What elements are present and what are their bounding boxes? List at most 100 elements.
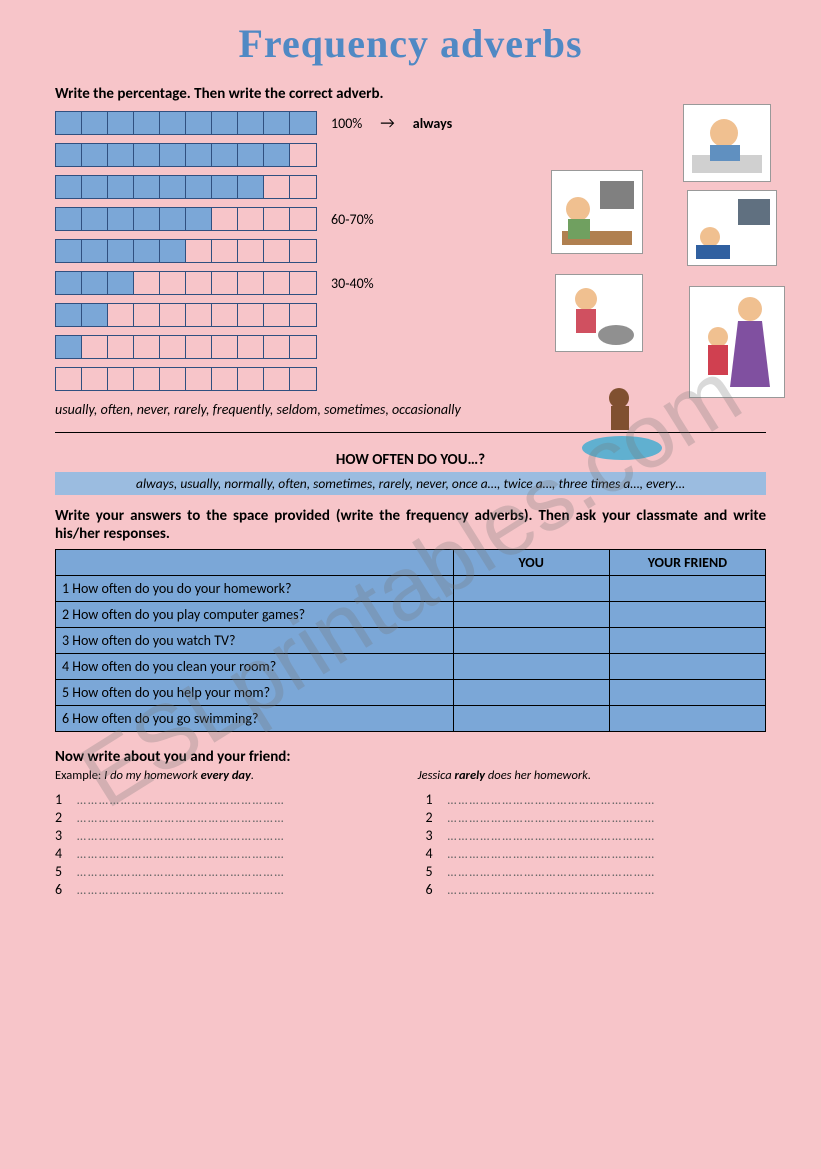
bar-cell xyxy=(56,208,82,230)
bar-cell xyxy=(108,208,134,230)
bar-percentage: 100% xyxy=(331,115,362,132)
bar-cell xyxy=(264,304,290,326)
bar-label: 100% → always xyxy=(331,114,452,133)
bar-cell xyxy=(56,240,82,262)
bar-cell xyxy=(56,144,82,166)
bar-cell xyxy=(160,304,186,326)
question-cell: 6 How often do you go swimming? xyxy=(56,706,454,732)
arrow-icon: → xyxy=(380,114,394,133)
writing-line[interactable]: 4………………………………………………… xyxy=(426,845,767,862)
friend-answer-cell[interactable] xyxy=(609,576,765,602)
writing-line[interactable]: 6………………………………………………… xyxy=(426,881,767,898)
clipart-homework xyxy=(683,104,771,182)
bar-cell xyxy=(160,240,186,262)
writing-line[interactable]: 2………………………………………………… xyxy=(55,809,396,826)
frequency-bar xyxy=(55,239,317,263)
writing-line[interactable]: 1………………………………………………… xyxy=(55,791,396,808)
bar-cell xyxy=(186,208,212,230)
bar-cell xyxy=(56,368,82,390)
line-number: 6 xyxy=(426,881,448,898)
you-answer-cell[interactable] xyxy=(453,602,609,628)
frequency-bar xyxy=(55,303,317,327)
bar-cell xyxy=(82,304,108,326)
line-number: 6 xyxy=(55,881,77,898)
line-number: 1 xyxy=(55,791,77,808)
friend-answer-cell[interactable] xyxy=(609,654,765,680)
bar-cell xyxy=(82,112,108,134)
line-number: 3 xyxy=(55,827,77,844)
bar-cell xyxy=(212,304,238,326)
table-header-blank xyxy=(56,550,454,576)
writing-line[interactable]: 5………………………………………………… xyxy=(55,863,396,880)
bar-cell xyxy=(186,272,212,294)
bar-adverb: always xyxy=(413,115,452,132)
frequency-bar xyxy=(55,143,317,167)
friend-answer-cell[interactable] xyxy=(609,706,765,732)
writing-line[interactable]: 2………………………………………………… xyxy=(426,809,767,826)
bar-cell xyxy=(264,368,290,390)
section1-instruction: Write the percentage. Then write the cor… xyxy=(55,85,766,103)
writing-lines: 1…………………………………………………2…………………………………………………… xyxy=(55,791,766,899)
bar-cell xyxy=(56,272,82,294)
bar-cell xyxy=(212,240,238,262)
bar-cell xyxy=(56,176,82,198)
bar-cell xyxy=(56,112,82,134)
bar-percentage: 30-40% xyxy=(331,275,374,292)
frequency-bar xyxy=(55,175,317,199)
clipart-mom xyxy=(689,286,785,398)
you-answer-cell[interactable] xyxy=(453,576,609,602)
dotted-line: ………………………………………………… xyxy=(77,811,396,826)
dotted-line: ………………………………………………… xyxy=(448,865,767,880)
bar-cell xyxy=(238,336,264,358)
example-row: Example: I do my homework every day. Jes… xyxy=(55,768,766,783)
bar-cell xyxy=(264,272,290,294)
writing-line[interactable]: 6………………………………………………… xyxy=(55,881,396,898)
writing-line[interactable]: 1………………………………………………… xyxy=(426,791,767,808)
bar-cell xyxy=(186,240,212,262)
dotted-line: ………………………………………………… xyxy=(448,793,767,808)
you-answer-cell[interactable] xyxy=(453,654,609,680)
bar-cell xyxy=(290,304,316,326)
bar-cell xyxy=(186,304,212,326)
you-answer-cell[interactable] xyxy=(453,628,609,654)
line-number: 1 xyxy=(426,791,448,808)
bar-cell xyxy=(186,144,212,166)
bar-cell xyxy=(290,336,316,358)
bar-cell xyxy=(56,336,82,358)
bar-cell xyxy=(212,272,238,294)
bar-cell xyxy=(290,368,316,390)
writing-line[interactable]: 5………………………………………………… xyxy=(426,863,767,880)
example-label: Example: xyxy=(55,768,101,783)
bar-cell xyxy=(290,240,316,262)
table-row: 6 How often do you go swimming? xyxy=(56,706,766,732)
dotted-line: ………………………………………………… xyxy=(77,793,396,808)
bar-cell xyxy=(238,144,264,166)
friend-answer-cell[interactable] xyxy=(609,602,765,628)
friend-answer-cell[interactable] xyxy=(609,628,765,654)
bar-cell xyxy=(238,368,264,390)
frequency-bar xyxy=(55,207,317,231)
table-header-you: YOU xyxy=(453,550,609,576)
bar-cell xyxy=(160,176,186,198)
example-right-text: Jessica rarely does her homework. xyxy=(418,768,591,783)
bar-cell xyxy=(82,240,108,262)
writing-line[interactable]: 3………………………………………………… xyxy=(426,827,767,844)
line-number: 2 xyxy=(426,809,448,826)
bar-cell xyxy=(290,208,316,230)
you-answer-cell[interactable] xyxy=(453,680,609,706)
bar-cell xyxy=(134,112,160,134)
writing-line[interactable]: 3………………………………………………… xyxy=(55,827,396,844)
questions-table: YOU YOUR FRIEND 1 How often do you do yo… xyxy=(55,549,766,732)
you-answer-cell[interactable] xyxy=(453,706,609,732)
bar-cell xyxy=(82,208,108,230)
bar-cell xyxy=(186,368,212,390)
bar-cell xyxy=(160,272,186,294)
section3-heading: Now write about you and your friend: xyxy=(55,748,766,766)
bar-cell xyxy=(134,272,160,294)
friend-answer-cell[interactable] xyxy=(609,680,765,706)
bar-cell xyxy=(134,240,160,262)
writing-line[interactable]: 4………………………………………………… xyxy=(55,845,396,862)
bar-cell xyxy=(108,336,134,358)
bar-cell xyxy=(160,368,186,390)
bar-cell xyxy=(56,304,82,326)
